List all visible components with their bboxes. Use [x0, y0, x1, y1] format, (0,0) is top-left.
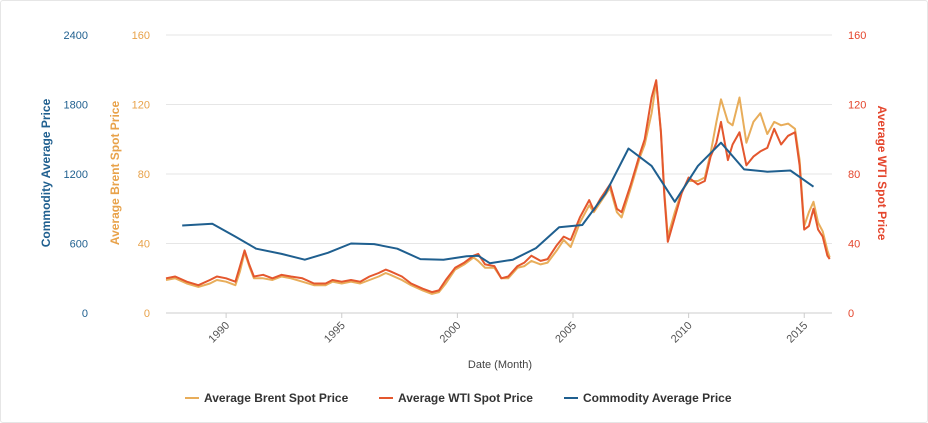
y-tick-label-wti: 40 [848, 239, 860, 251]
series-line-wti [165, 79, 831, 294]
y-tick-label-brent: 0 [144, 308, 150, 320]
x-tick-label: 1990 [206, 320, 232, 346]
x-tick-label: 2010 [669, 320, 695, 346]
y-tick-label-commodity: 2400 [64, 30, 88, 42]
legend-item-commodity[interactable]: Commodity Average Price [564, 391, 732, 405]
y-tick-label-commodity: 1200 [64, 169, 88, 181]
legend-item-wti[interactable]: Average WTI Spot Price [379, 391, 533, 405]
y-tick-label-brent: 40 [138, 239, 150, 251]
y-tick-label-wti: 0 [848, 308, 854, 320]
x-tick-label: 2000 [438, 320, 464, 346]
y-tick-label-brent: 160 [132, 30, 150, 42]
y-tick-label-wti: 160 [848, 30, 866, 42]
series-line-brent [165, 80, 831, 295]
y-axis-title-commodity: Commodity Average Price [39, 98, 53, 247]
y-ticks: 0 600 1200 1800 2400 0 40 80 120 160 0 40 80 120 160 [64, 30, 867, 320]
y-axis-title-brent: Average Brent Spot Price [108, 101, 122, 246]
y-tick-label-commodity: 1800 [64, 100, 88, 112]
y-axis-title-wti: Average WTI Spot Price [875, 106, 889, 241]
x-ticks: 1990 1995 2000 2005 2010 2015 [206, 313, 810, 345]
grid [166, 34, 832, 314]
x-tick-label: 2015 [785, 320, 811, 346]
y-tick-label-wti: 80 [848, 169, 860, 181]
y-tick-label-brent: 80 [138, 169, 150, 181]
series-line-commodity [182, 141, 815, 265]
y-tick-label-brent: 120 [132, 100, 150, 112]
svg-text:Average WTI Spot Price: Average WTI Spot Price [398, 391, 533, 405]
x-tick-label: 2005 [553, 320, 579, 346]
y-tick-label-commodity: 0 [82, 308, 88, 320]
series-lines [165, 79, 831, 295]
legend: Average Brent Spot Price Average WTI Spo… [185, 391, 732, 405]
y-tick-label-wti: 120 [848, 100, 866, 112]
y-tick-label-commodity: 600 [70, 239, 88, 251]
svg-text:Commodity Average Price: Commodity Average Price [583, 391, 732, 405]
svg-text:Average Brent Spot Price: Average Brent Spot Price [204, 391, 349, 405]
x-tick-label: 1995 [322, 320, 348, 346]
legend-item-brent[interactable]: Average Brent Spot Price [185, 391, 349, 405]
x-axis-title: Date (Month) [468, 359, 532, 371]
